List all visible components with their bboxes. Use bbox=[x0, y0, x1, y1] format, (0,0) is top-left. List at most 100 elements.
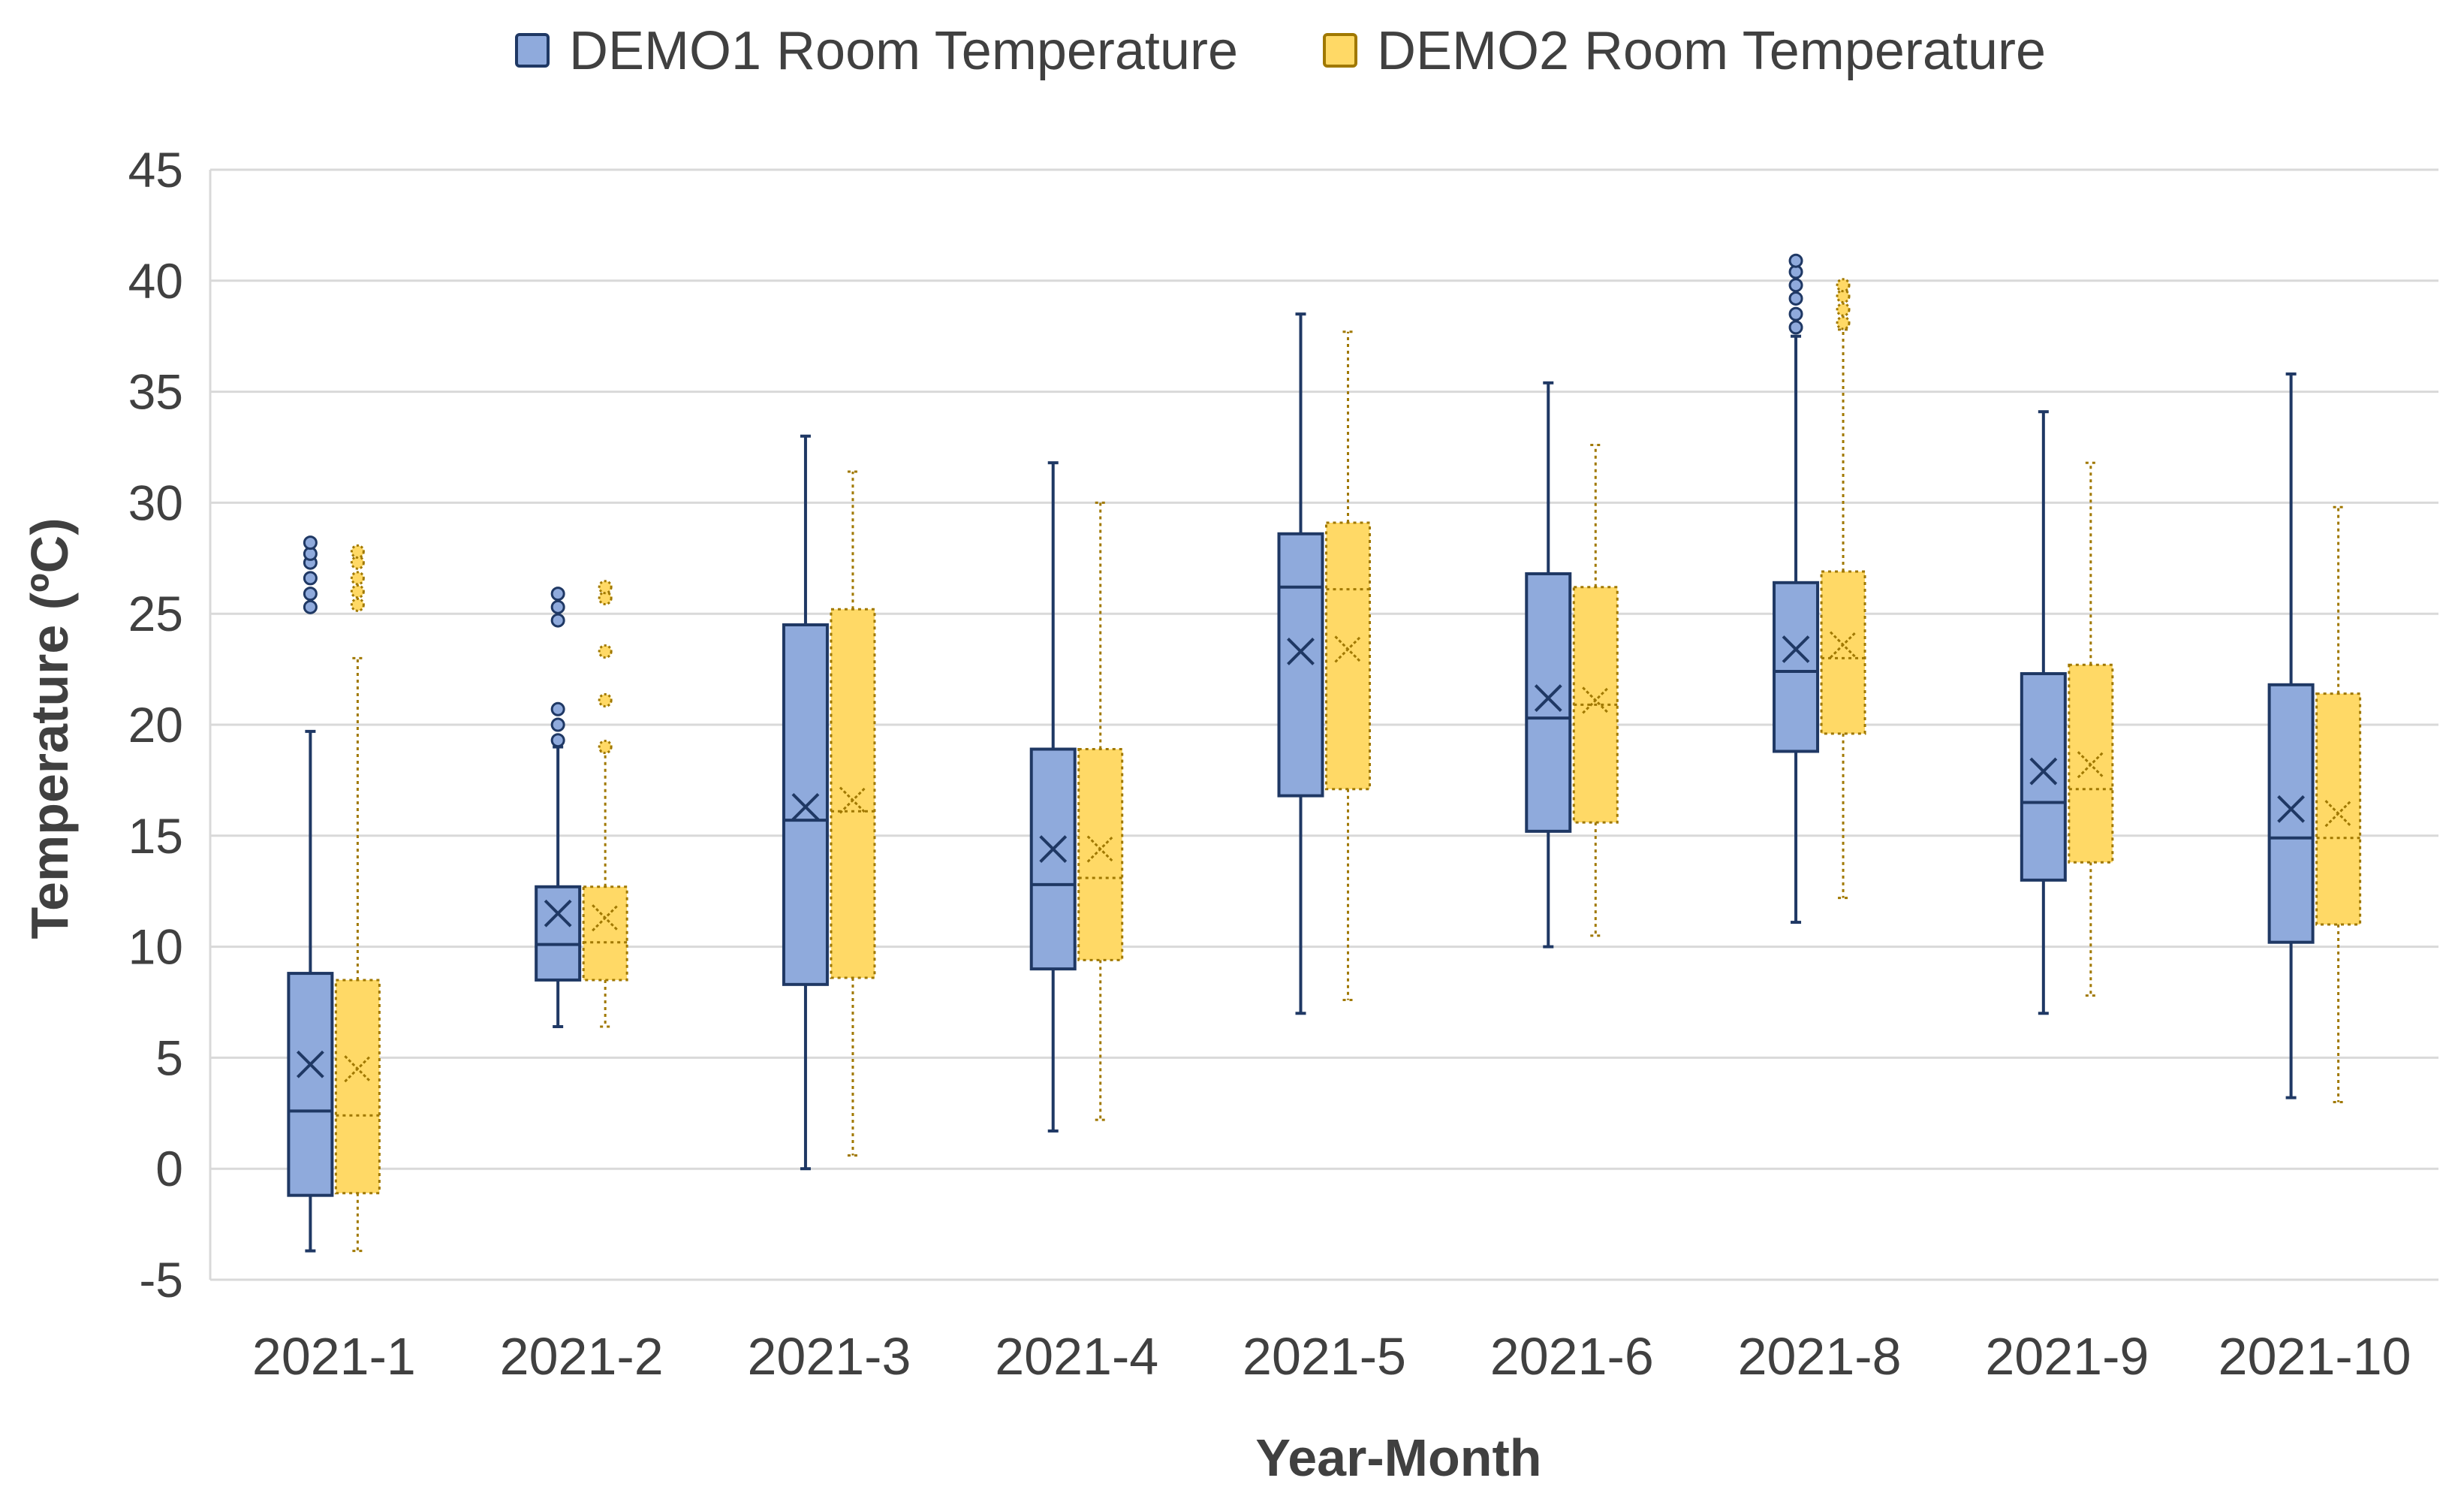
box-iqr bbox=[1820, 570, 1866, 735]
mean-marker bbox=[2324, 800, 2352, 828]
y-tick-label: 25 bbox=[128, 586, 183, 641]
box-iqr bbox=[1773, 581, 1820, 753]
box-group-demo2 bbox=[1572, 444, 1619, 937]
box-group-demo2 bbox=[2068, 461, 2114, 997]
mean-marker bbox=[296, 1050, 324, 1078]
box-iqr bbox=[535, 885, 582, 982]
outlier-point bbox=[1788, 278, 1803, 293]
x-axis-title: Year-Month bbox=[1255, 1428, 1541, 1487]
mean-marker bbox=[791, 792, 820, 821]
box-iqr bbox=[2020, 672, 2067, 882]
outlier-point bbox=[303, 587, 318, 602]
outlier-point bbox=[1836, 315, 1851, 330]
box-group-demo2 bbox=[1325, 330, 1371, 1002]
x-axis-ticks: 2021-1 2021-2 2021-3 2021-4 2021-5 2021-6 2021… bbox=[252, 1327, 2411, 1386]
y-tick-label: 20 bbox=[128, 697, 183, 753]
mean-marker bbox=[544, 899, 572, 927]
outlier-point bbox=[1788, 291, 1803, 306]
box-group-demo1 bbox=[2267, 372, 2315, 1099]
y-tick-label: 35 bbox=[128, 364, 183, 420]
outlier-point bbox=[598, 580, 613, 595]
box-group-demo1 bbox=[782, 434, 829, 1171]
box-group-demo1 bbox=[535, 587, 582, 1029]
box-iqr bbox=[2267, 683, 2315, 944]
x-tick-label: 2021-5 bbox=[1243, 1327, 1406, 1386]
legend-label-demo2: DEMO2 Room Temperature bbox=[1377, 21, 2046, 81]
outlier-point bbox=[1788, 306, 1803, 321]
outlier-point bbox=[1836, 278, 1851, 293]
gridlines bbox=[209, 168, 2438, 1281]
outlier-point bbox=[550, 701, 565, 716]
box-iqr bbox=[782, 623, 829, 986]
outlier-point bbox=[550, 717, 565, 732]
box-group-demo1 bbox=[1773, 253, 1820, 924]
x-tick-label: 2021-10 bbox=[2219, 1327, 2411, 1386]
outlier-point bbox=[303, 599, 318, 614]
y-tick-label: 30 bbox=[128, 475, 183, 530]
outlier-point bbox=[303, 535, 318, 550]
box-group-demo1 bbox=[1029, 461, 1077, 1133]
mean-marker bbox=[1582, 686, 1610, 714]
y-tick-label: 0 bbox=[155, 1141, 183, 1196]
box-iqr bbox=[830, 608, 876, 979]
outlier-point bbox=[550, 613, 565, 628]
box-iqr bbox=[582, 885, 628, 982]
mean-marker bbox=[1086, 835, 1114, 863]
y-axis-ticks: -5 0 5 10 15 20 25 30 35 40 45 bbox=[128, 142, 183, 1308]
box-iqr bbox=[1077, 748, 1124, 961]
mean-marker bbox=[1782, 635, 1810, 663]
outlier-point bbox=[598, 740, 613, 755]
mean-marker bbox=[2029, 757, 2058, 786]
box-group-demo1 bbox=[287, 535, 334, 1253]
box-iqr bbox=[1525, 572, 1572, 833]
box-series bbox=[287, 253, 2362, 1253]
mean-marker bbox=[2277, 795, 2306, 823]
box-group-demo2 bbox=[582, 580, 628, 1028]
mean-marker bbox=[1334, 635, 1362, 663]
box-iqr bbox=[1325, 521, 1371, 791]
outlier-point bbox=[550, 587, 565, 602]
legend-swatch-demo2 bbox=[1323, 33, 1357, 68]
box-group-demo1 bbox=[1525, 381, 1572, 949]
mean-marker bbox=[839, 786, 867, 814]
mean-marker bbox=[2077, 751, 2104, 779]
outlier-point bbox=[550, 733, 565, 748]
y-axis-title: Temperature (ºC) bbox=[20, 517, 79, 939]
mean-marker bbox=[1039, 835, 1068, 863]
outlier-point bbox=[350, 597, 365, 612]
y-tick-label: 10 bbox=[128, 919, 183, 975]
outlier-point bbox=[598, 692, 613, 707]
box-iqr bbox=[334, 979, 381, 1195]
box-group-demo2 bbox=[2315, 505, 2362, 1104]
x-tick-label: 2021-8 bbox=[1738, 1327, 1902, 1386]
outlier-point bbox=[550, 599, 565, 614]
outlier-point bbox=[1836, 302, 1851, 317]
y-tick-label: 5 bbox=[155, 1030, 183, 1085]
x-tick-label: 2021-1 bbox=[252, 1327, 416, 1386]
box-iqr bbox=[287, 972, 334, 1197]
box-iqr bbox=[1277, 532, 1324, 798]
outlier-point bbox=[1788, 320, 1803, 335]
box-group-demo2 bbox=[830, 470, 876, 1157]
legend: DEMO1 Room Temperature DEMO2 Room Temper… bbox=[515, 21, 2046, 81]
box-group-demo2 bbox=[1077, 501, 1124, 1121]
mean-marker bbox=[592, 904, 619, 932]
mean-marker bbox=[1534, 684, 1562, 712]
mean-marker bbox=[344, 1055, 372, 1083]
outlier-point bbox=[1788, 253, 1803, 268]
x-tick-label: 2021-6 bbox=[1490, 1327, 1654, 1386]
x-tick-label: 2021-3 bbox=[747, 1327, 911, 1386]
x-tick-label: 2021-9 bbox=[1985, 1327, 2149, 1386]
y-tick-label: 45 bbox=[128, 142, 183, 198]
x-tick-label: 2021-4 bbox=[995, 1327, 1158, 1386]
outlier-point bbox=[303, 571, 318, 586]
box-iqr bbox=[2315, 692, 2362, 926]
box-group-demo1 bbox=[2020, 410, 2067, 1015]
legend-swatch-demo1 bbox=[515, 33, 550, 68]
outlier-point bbox=[598, 644, 613, 659]
outlier-point bbox=[350, 584, 365, 599]
y-tick-label: 40 bbox=[128, 253, 183, 309]
mean-marker bbox=[1287, 638, 1315, 665]
box-iqr bbox=[1029, 747, 1077, 971]
